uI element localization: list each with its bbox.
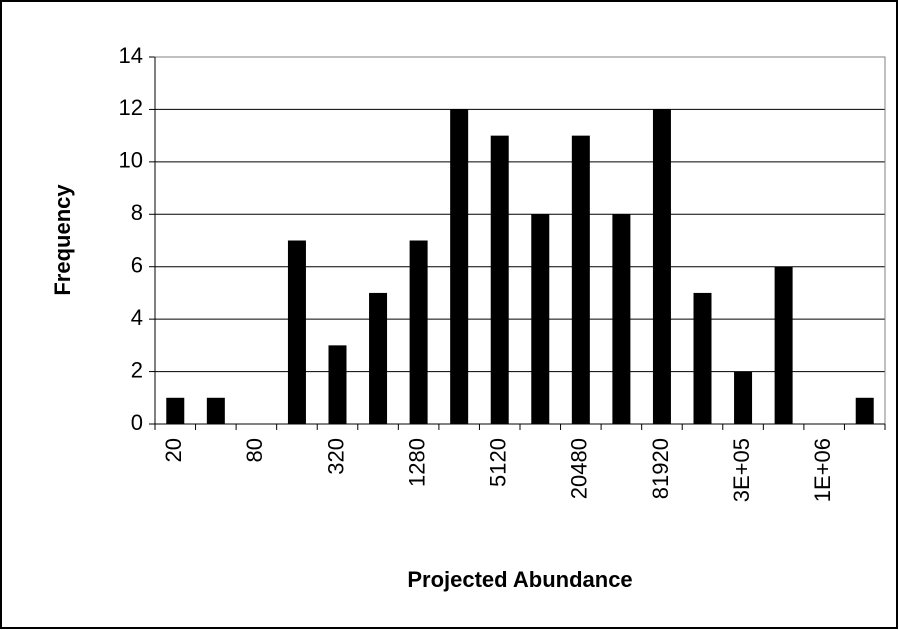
x-tick-label: 81920 <box>648 438 673 499</box>
bar <box>855 397 874 424</box>
bar <box>693 292 712 424</box>
y-tick-label: 8 <box>131 200 143 225</box>
x-tick-label: 1280 <box>404 438 429 487</box>
x-tick-label: 320 <box>323 438 348 475</box>
x-tick-label: 20480 <box>567 438 592 499</box>
bar <box>571 135 590 424</box>
bar <box>369 292 388 424</box>
y-tick-label: 10 <box>119 148 143 173</box>
bar <box>287 240 306 424</box>
x-tick-label: 80 <box>242 438 267 462</box>
bar <box>734 371 753 424</box>
bar <box>490 135 509 424</box>
bar <box>206 397 225 424</box>
y-tick-label: 2 <box>131 357 143 382</box>
x-axis-title: Projected Abundance <box>407 567 632 592</box>
bar <box>531 214 550 424</box>
y-tick-label: 14 <box>119 43 143 68</box>
y-tick-label: 4 <box>131 305 143 330</box>
bar <box>409 240 428 424</box>
y-tick-label: 6 <box>131 253 143 278</box>
y-tick-label: 12 <box>119 95 143 120</box>
bar <box>652 109 671 424</box>
x-tick-label: 5120 <box>486 438 511 487</box>
bar <box>774 266 793 424</box>
bar <box>450 109 469 424</box>
bar <box>328 345 347 424</box>
y-axis-title: Frequency <box>50 184 75 296</box>
x-tick-label: 1E+06 <box>810 438 835 502</box>
x-tick-label: 20 <box>161 438 186 462</box>
x-tick-label: 3E+05 <box>729 438 754 502</box>
bar <box>612 214 631 424</box>
y-tick-label: 0 <box>131 410 143 435</box>
bar <box>166 397 185 424</box>
